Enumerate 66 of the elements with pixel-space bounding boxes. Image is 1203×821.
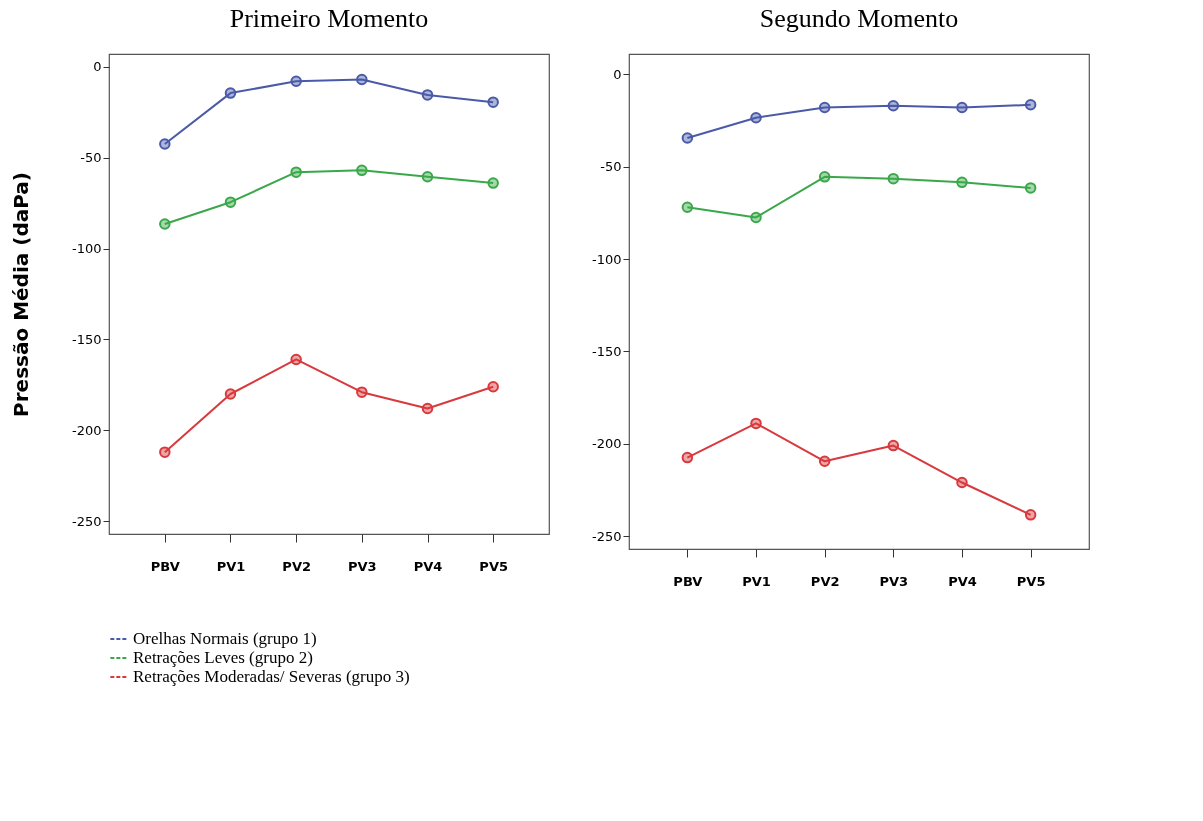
point: [887, 172, 900, 185]
legend-label: Retrações Moderadas/ Severas (grupo 3): [133, 667, 410, 686]
y-tick-label: -200: [71, 422, 102, 438]
point: [956, 176, 968, 189]
x-tick-label: PBV: [150, 558, 180, 574]
point: [750, 417, 762, 430]
point: [681, 451, 694, 464]
x-tick-label: PV3: [879, 573, 909, 589]
point: [887, 439, 900, 452]
point: [356, 164, 368, 177]
y-tick-label: -100: [71, 241, 102, 257]
point: [681, 201, 694, 214]
point: [818, 455, 831, 467]
x-tick-label: PV1: [216, 558, 246, 574]
x-tick-label: PV4: [948, 573, 977, 589]
point: [159, 138, 171, 150]
x-tick-label: PV2: [282, 558, 311, 574]
point: [818, 101, 831, 114]
y-tick-label: 0: [613, 66, 622, 82]
legend-label: Retrações Leves (grupo 2): [133, 648, 313, 667]
point: [1024, 99, 1037, 111]
y-tick-label: -250: [71, 513, 102, 529]
point: [1024, 182, 1037, 194]
point: [290, 166, 302, 178]
point: [487, 96, 499, 108]
chart-title: Primeiro Momento: [229, 4, 429, 33]
x-tick-label: PV1: [742, 573, 771, 589]
y-tick-label: -250: [591, 528, 622, 544]
point: [356, 73, 368, 86]
y-tick-label: -150: [591, 343, 622, 359]
point: [681, 132, 694, 144]
point: [750, 211, 762, 224]
x-tick-label: PV5: [479, 558, 508, 574]
y-tick-label: -150: [71, 331, 102, 347]
point: [956, 476, 968, 489]
x-tick-label: PV3: [348, 558, 377, 574]
chart-title: Segundo Momento: [759, 4, 959, 33]
y-tick-label: -100: [591, 251, 622, 267]
x-tick-label: PBV: [673, 573, 703, 589]
point: [487, 177, 499, 189]
x-tick-label: PV4: [413, 558, 443, 574]
point: [750, 111, 762, 124]
y-tick-label: -50: [600, 159, 622, 175]
y-tick-label: 0: [93, 59, 102, 75]
point: [818, 171, 831, 183]
point: [224, 196, 237, 208]
point: [887, 99, 900, 112]
point: [956, 101, 968, 114]
point: [224, 388, 237, 400]
y-tick-label: -50: [80, 150, 102, 166]
x-tick-label: PV5: [1016, 573, 1046, 589]
y-axis-title: Pressão Média (daPa): [9, 172, 33, 417]
point: [421, 402, 434, 415]
point: [224, 87, 237, 99]
y-tick-label: -200: [591, 436, 622, 452]
point: [421, 89, 434, 101]
point: [1024, 509, 1037, 521]
point: [421, 170, 434, 183]
point: [290, 353, 302, 366]
point: [159, 446, 171, 458]
legend-label: Orelhas Normais (grupo 1): [133, 629, 317, 648]
point: [159, 218, 171, 230]
point: [356, 386, 368, 398]
x-tick-label: PV2: [810, 573, 840, 589]
point: [487, 380, 499, 393]
point: [290, 75, 302, 88]
